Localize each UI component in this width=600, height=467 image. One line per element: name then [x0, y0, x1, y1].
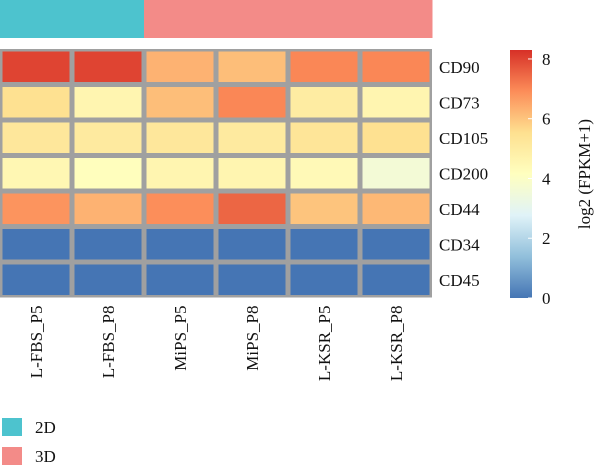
group-bar-segment — [288, 0, 361, 38]
legend-swatch — [2, 447, 22, 465]
row-label: CD34 — [439, 235, 480, 254]
row-label: CD73 — [439, 93, 480, 112]
colorbar-tick-label: 0 — [542, 289, 551, 308]
heatmap-cell — [290, 229, 358, 260]
colorbar-tick-label: 2 — [542, 229, 551, 248]
heatmap-cell — [362, 122, 430, 153]
row-label: CD90 — [439, 58, 480, 77]
heatmap-cell — [218, 264, 286, 295]
group-bar-segment — [216, 0, 289, 38]
colorbar-tick-label: 8 — [542, 50, 551, 69]
heatmap-cell — [146, 87, 214, 118]
colorbar-ticks: 0 2 4 6 8 — [528, 50, 551, 308]
heatmap-cell — [74, 87, 142, 118]
heatmap-cell — [218, 51, 286, 82]
legend-swatch — [2, 418, 22, 436]
heatmap-cell — [290, 87, 358, 118]
row-label: CD200 — [439, 164, 488, 183]
heatmap-cell — [218, 193, 286, 224]
heatmap-grid-background — [0, 49, 432, 298]
heatmap-cells — [0, 49, 432, 298]
group-bar-segment — [144, 0, 217, 38]
column-label: L-KSR_P5 — [315, 306, 334, 382]
colorbar-tick-label: 4 — [542, 169, 551, 188]
heatmap-cell — [218, 158, 286, 189]
heatmap-cell — [146, 122, 214, 153]
heatmap-cell — [146, 229, 214, 260]
column-group-annotation-bar — [0, 0, 433, 38]
heatmap-cell — [2, 264, 70, 295]
group-bar-segment — [72, 0, 145, 38]
heatmap-cell — [146, 158, 214, 189]
heatmap-cell — [290, 122, 358, 153]
column-label: L-KSR_P8 — [387, 306, 406, 382]
heatmap-cell — [146, 51, 214, 82]
row-labels: CD90 CD73 CD105 CD200 CD44 CD34 CD45 — [439, 58, 488, 290]
heatmap-cell — [2, 87, 70, 118]
heatmap-cell — [290, 264, 358, 295]
heatmap-cell — [290, 158, 358, 189]
group-legend: 2D 3D — [2, 418, 56, 466]
heatmap-cell — [74, 158, 142, 189]
heatmap-cell — [218, 122, 286, 153]
row-label: CD45 — [439, 271, 480, 290]
legend-label: 3D — [35, 447, 56, 466]
legend-label: 2D — [35, 418, 56, 437]
heatmap-cell — [146, 193, 214, 224]
row-label: CD44 — [439, 200, 480, 219]
colorbar: 0 2 4 6 8 log2 (FPKM+1) — [510, 50, 594, 308]
heatmap-cell — [362, 193, 430, 224]
heatmap-cell — [74, 122, 142, 153]
heatmap-cell — [74, 193, 142, 224]
heatmap-cell — [2, 193, 70, 224]
column-labels: L-FBS_P5 L-FBS_P8 MiPS_P5 MiPS_P8 L-KSR_P5 L-… — [27, 306, 406, 382]
heatmap-cell — [362, 158, 430, 189]
heatmap-cell — [362, 87, 430, 118]
group-bar-segment — [0, 0, 73, 38]
heatmap-cell — [74, 264, 142, 295]
heatmap-cell — [218, 87, 286, 118]
column-label: MiPS_P5 — [171, 306, 190, 371]
heatmap-cell — [146, 264, 214, 295]
heatmap-cell — [74, 51, 142, 82]
colorbar-tick-label: 6 — [542, 110, 551, 129]
heatmap-cell — [74, 229, 142, 260]
column-label: L-FBS_P8 — [99, 306, 118, 379]
heatmap-cell — [362, 229, 430, 260]
heatmap-cell — [362, 264, 430, 295]
group-bar-segment — [360, 0, 433, 38]
colorbar-label: log2 (FPKM+1) — [575, 119, 594, 229]
column-label: MiPS_P8 — [243, 306, 262, 371]
heatmap-cell — [290, 193, 358, 224]
column-label: L-FBS_P5 — [27, 306, 46, 379]
heatmap-cell — [2, 122, 70, 153]
colorbar-gradient — [510, 50, 532, 298]
heatmap-cell — [362, 51, 430, 82]
heatmap-cell — [2, 229, 70, 260]
row-label: CD105 — [439, 129, 488, 148]
heatmap-cell — [2, 158, 70, 189]
heatmap-cell — [290, 51, 358, 82]
heatmap-cell — [218, 229, 286, 260]
heatmap-cell — [2, 51, 70, 82]
